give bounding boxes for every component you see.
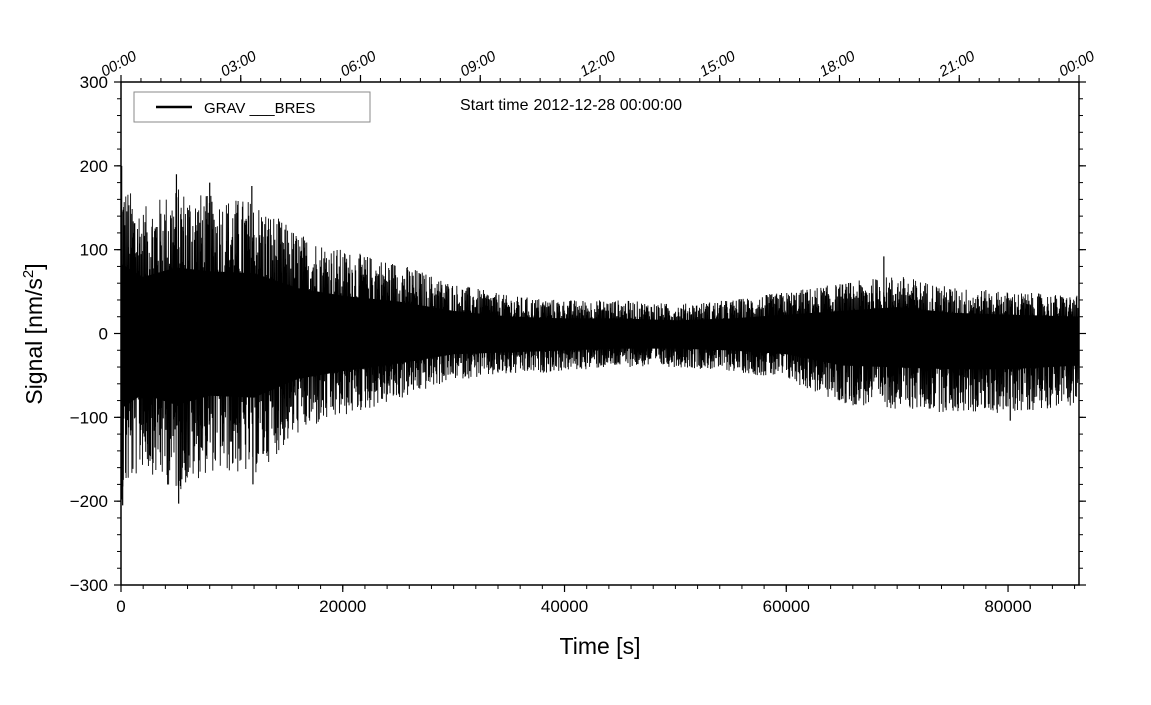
top-tick-label: 06:00 (338, 47, 380, 80)
top-tick-label: 15:00 (697, 47, 739, 80)
y-axis-title: Signal [nm/s2] (20, 263, 47, 404)
top-tick-label: 00:00 (1056, 47, 1098, 80)
top-tick-label: 09:00 (458, 47, 500, 80)
y-tick-label: 0 (99, 325, 108, 344)
start-time-value: 2012-12-28 00:00:00 (533, 97, 682, 114)
x-tick-label: 20000 (319, 597, 366, 616)
top-tick-label: 00:00 (98, 47, 140, 80)
x-tick-label: 60000 (763, 597, 810, 616)
y-axis-title-main: Signal [nm/s (21, 278, 47, 405)
start-time-label: Start time (460, 97, 529, 114)
top-tick-label: 21:00 (936, 47, 979, 80)
top-tick-label: 12:00 (577, 47, 619, 80)
y-tick-label: 200 (80, 157, 108, 176)
y-tick-label: −300 (70, 576, 108, 595)
legend-label-grav-bres: GRAV ___BRES (204, 100, 315, 117)
x-tick-label: 40000 (541, 597, 588, 616)
series-line-grav-bres (120, 189, 1080, 500)
legend: GRAV ___BRES (133, 91, 371, 123)
start-time-annotation: Start time 2012-12-28 00:00:00 (460, 97, 682, 114)
y-tick-label: 100 (80, 241, 108, 260)
top-tick-label: 03:00 (218, 47, 260, 80)
y-tick-label: −100 (70, 408, 108, 427)
y-axis-title-end: ] (21, 263, 47, 269)
y-tick-label: 300 (80, 73, 108, 92)
y-tick-label: −200 (70, 492, 108, 511)
x-axis-title: Time [s] (560, 633, 641, 659)
x-tick-label: 80000 (984, 597, 1031, 616)
top-tick-label: 18:00 (817, 47, 859, 80)
y-axis-title-sup: 2 (20, 270, 37, 278)
x-tick-label: 0 (116, 597, 125, 616)
